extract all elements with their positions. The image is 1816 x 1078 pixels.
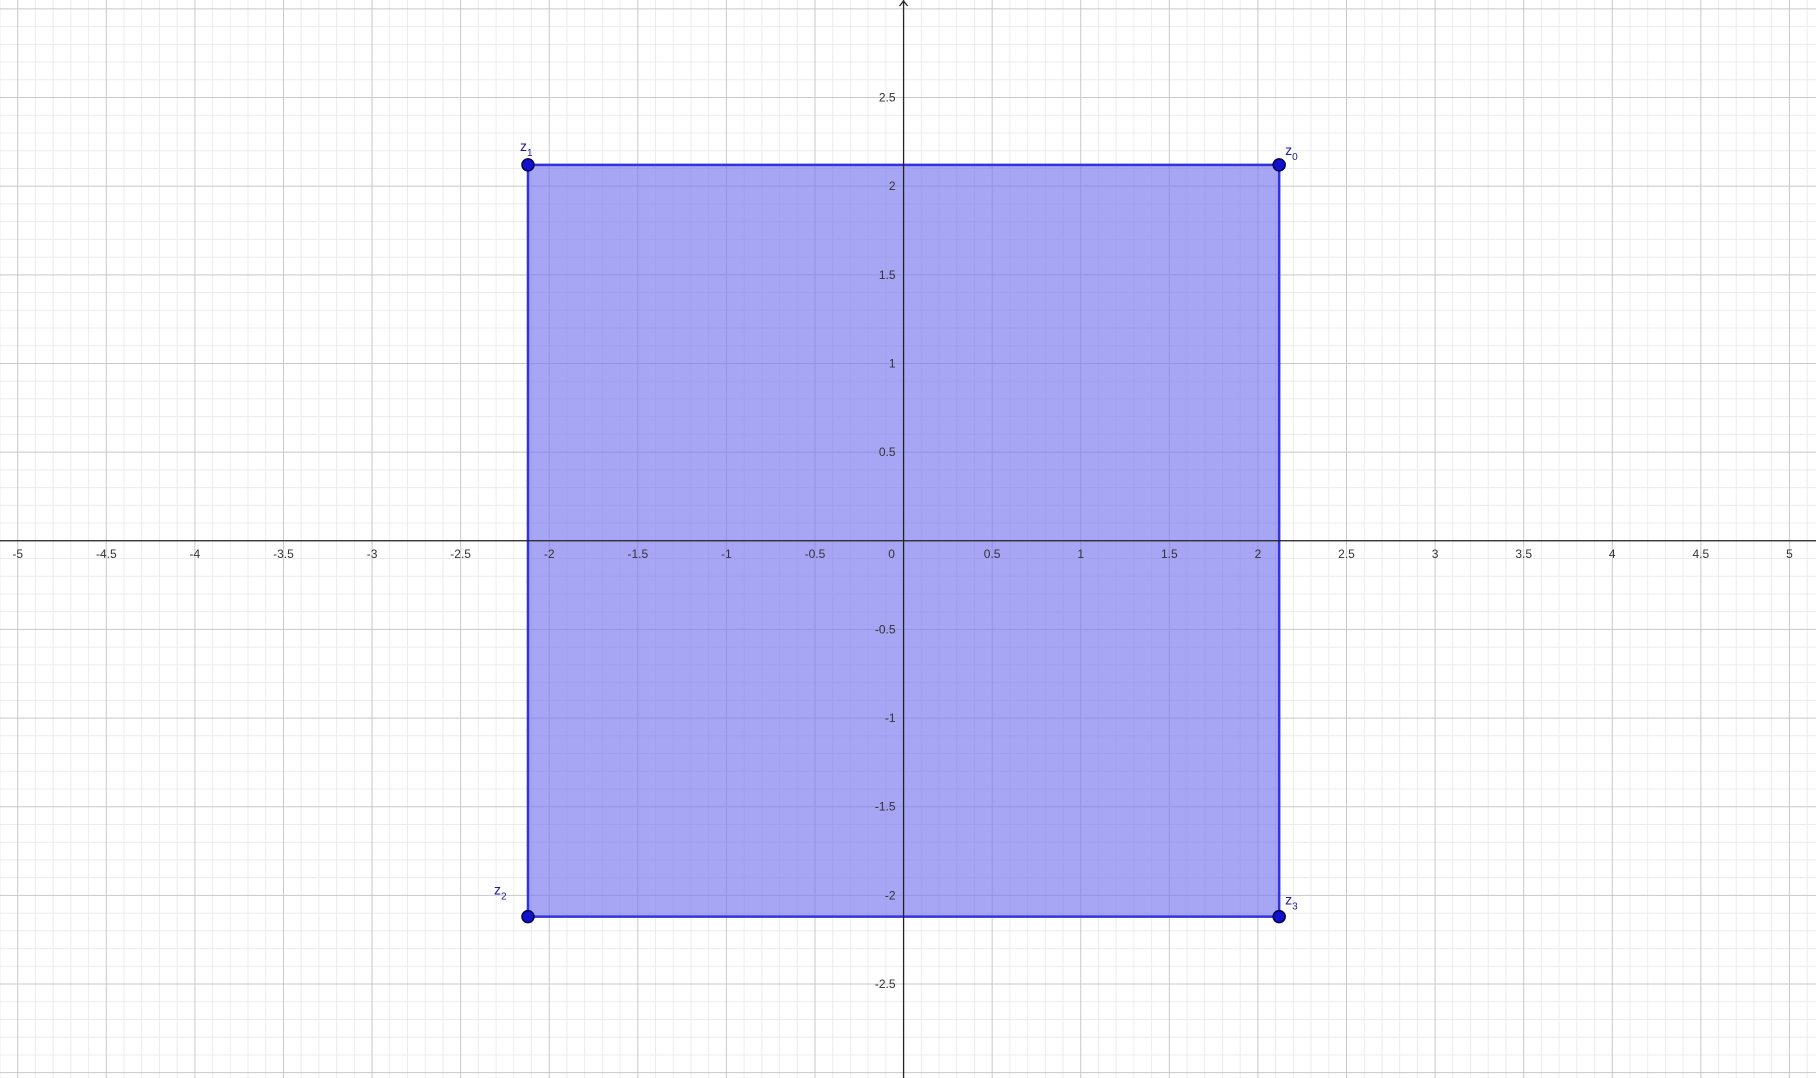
x-tick-label: 3 (1432, 547, 1439, 561)
x-tick-label: -2 (544, 547, 555, 561)
point-z3[interactable] (1272, 909, 1286, 924)
point-label-z2: z2 (494, 882, 507, 903)
point-z2[interactable] (521, 909, 535, 924)
x-tick-label: 5 (1786, 547, 1793, 561)
x-tick-label: 2.5 (1338, 547, 1355, 561)
y-tick-label: 1.5 (879, 268, 896, 282)
points: z0 z1 z2 z3 (494, 138, 1298, 924)
y-axis-arrow-icon (899, 0, 909, 7)
y-tick-label: -0.5 (875, 622, 896, 636)
x-tick-label: -1.5 (627, 547, 648, 561)
y-tick-labels: 2.5 2 1.5 1 0.5 -0.5 -1 -1.5 -2 -2.5 (875, 91, 896, 992)
x-tick-label: -1 (721, 547, 732, 561)
y-tick-label: 2 (889, 179, 896, 193)
point-label-z0: z0 (1285, 142, 1298, 163)
x-tick-label: -4 (190, 547, 201, 561)
y-tick-label: -2 (885, 888, 896, 902)
y-tick-label: -2.5 (875, 977, 896, 991)
x-tick-label: -4.5 (96, 547, 117, 561)
x-tick-label: 2 (1255, 547, 1262, 561)
y-tick-label: 2.5 (879, 91, 896, 105)
x-tick-label: 4.5 (1692, 547, 1709, 561)
x-tick-label: 0.5 (984, 547, 1001, 561)
x-tick-label: 3.5 (1515, 547, 1532, 561)
x-tick-label: -5 (12, 547, 23, 561)
point-label-z3: z3 (1285, 892, 1298, 913)
point-z0[interactable] (1272, 158, 1286, 172)
x-tick-label: 0 (888, 547, 895, 561)
y-tick-label: 0.5 (879, 445, 896, 459)
y-tick-label: 1 (889, 356, 896, 370)
x-tick-labels: -5 -4.5 -4 -3.5 -3 -2.5 -2 -1.5 -1 -0.5 0 0.5 1 1.5 2 2… (12, 547, 1793, 561)
x-tick-label: -3.5 (273, 547, 294, 561)
x-tick-label: 1 (1077, 547, 1084, 561)
x-tick-label: 4 (1609, 547, 1616, 561)
x-tick-label: 1.5 (1161, 547, 1178, 561)
point-z1[interactable] (521, 158, 535, 172)
x-tick-label: -2.5 (450, 547, 471, 561)
y-tick-label: -1 (885, 711, 896, 725)
x-tick-label: -3 (367, 547, 378, 561)
x-tick-label: -0.5 (805, 547, 826, 561)
y-tick-label: -1.5 (875, 800, 896, 814)
point-label-z1: z1 (520, 138, 533, 159)
